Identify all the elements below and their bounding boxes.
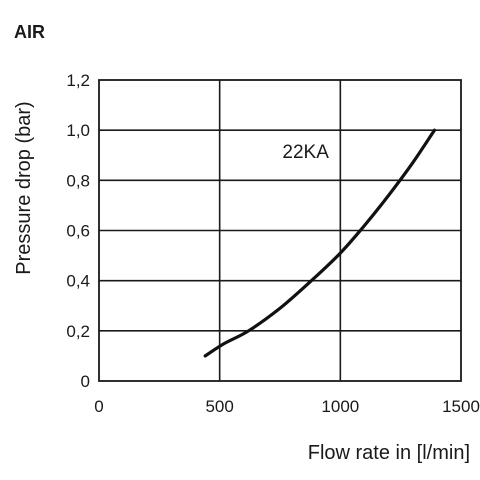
series-layer: [203, 128, 437, 358]
y-tick-label: 0: [81, 372, 90, 391]
x-tick-label: 1500: [442, 397, 480, 416]
x-tick-label: 0: [94, 397, 103, 416]
y-tick-label: 0,2: [66, 322, 90, 341]
x-tick-label: 500: [205, 397, 233, 416]
y-tick-label: 0,6: [66, 222, 90, 241]
y-tick-labels: 0 0,2 0,4 0,6 0,8 1,0 1,2: [66, 71, 90, 391]
plot-frame: [98, 79, 462, 382]
y-tick-label: 1,2: [66, 71, 90, 90]
series-line-22KA: [203, 128, 437, 358]
grid-lines: [99, 80, 461, 381]
x-axis-label: Flow rate in [l/min]: [308, 442, 470, 464]
series-label-22KA: 22KA: [282, 142, 329, 163]
y-tick-label: 0,4: [66, 272, 90, 291]
x-tick-label: 1000: [321, 397, 359, 416]
x-tick-labels: 0 500 1000 1500: [94, 397, 480, 416]
y-tick-label: 1,0: [66, 121, 90, 140]
y-tick-label: 0,8: [66, 171, 90, 190]
chart-heading: AIR: [14, 22, 45, 42]
y-axis-label: Pressure drop (bar): [13, 101, 35, 274]
